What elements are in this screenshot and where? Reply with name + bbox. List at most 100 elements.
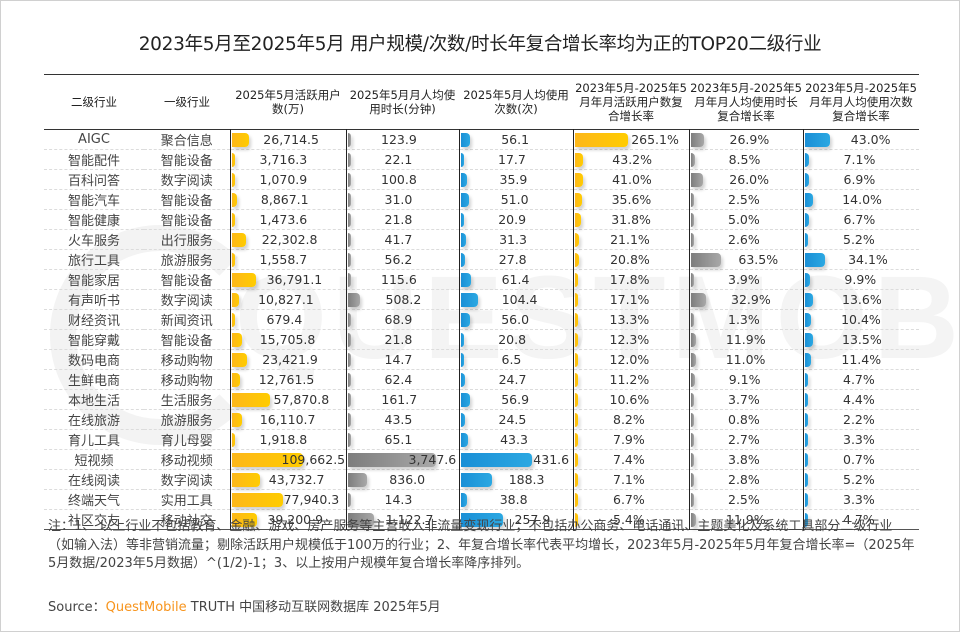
freq-cell: 35.9	[459, 169, 574, 190]
dur-cagr-cell: 2.5%	[689, 489, 804, 510]
top-industry-cell: 智能设备	[144, 209, 231, 230]
sub-industry-cell: 生鲜电商	[67, 374, 120, 389]
col-header: 2025年5月活跃用户数(万)	[235, 88, 341, 116]
data-bar	[804, 412, 808, 427]
sub-industry-cell: 智能配件	[67, 154, 120, 169]
mau-cell: 1,473.6	[230, 209, 347, 230]
freq-cell: 31.3	[459, 229, 574, 250]
data-bar	[574, 392, 578, 407]
data-bar	[574, 492, 578, 507]
table-row: 智能家居 智能设备 36,791.1 115.6 61.4 17.8% 3.9% 9.9%	[44, 269, 919, 290]
table-row: 火车服务 出行服务 22,302.8 41.7 31.3 21.1% 2.6% 5.2%	[44, 229, 919, 250]
data-bar	[574, 212, 581, 227]
dur-cell: 21.8	[346, 209, 460, 230]
dur-cagr-cell: 2.7%	[689, 429, 804, 450]
data-bar	[804, 392, 808, 407]
sub-industry-cell: 智能穿戴	[67, 334, 120, 349]
data-label: 77,940.3	[283, 491, 340, 507]
data-label: 35.9	[499, 171, 528, 187]
data-bar	[460, 352, 464, 367]
dur-cell: 100.8	[346, 169, 460, 190]
freq-cagr-cell: 4.7%	[803, 370, 919, 390]
table-row: 终端天气 实用工具 77,940.3 14.3 38.8 6.7% 2.5% 3.3%	[44, 489, 919, 510]
data-label: 12.3%	[609, 331, 650, 347]
data-label: 27.8	[498, 251, 527, 267]
mau-cell: 39,200.9	[230, 509, 347, 530]
freq-cagr-cell: 0.7%	[803, 450, 919, 470]
top-industry-cell: 实用工具	[144, 489, 231, 510]
mau-cagr-cell: 5.4%	[573, 509, 690, 530]
table-row: 在线阅读 数字阅读 43,732.7 836.0 188.3 7.1% 2.8% 5.2%	[44, 469, 919, 490]
data-bar	[347, 452, 436, 467]
table-row: 生鲜电商 移动购物 12,761.5 62.4 24.7 11.2% 9.1% 4.7%	[44, 369, 919, 390]
data-bar	[460, 132, 470, 147]
data-label: 51.0	[500, 191, 529, 207]
data-bar	[231, 252, 235, 267]
data-label: 5.2%	[843, 231, 875, 247]
mau-cagr-cell: 20.8%	[573, 249, 690, 270]
data-bar	[574, 172, 583, 187]
data-bar	[231, 292, 239, 307]
data-label: 41.7	[384, 231, 413, 247]
dur-cell: 21.8	[346, 329, 460, 350]
table-row: 财经资讯 新闻资讯 679.4 68.9 56.0 13.3% 1.3% 10.4%	[44, 309, 919, 330]
freq-cell: 431.6	[459, 449, 574, 470]
data-label: 63.5%	[738, 251, 779, 267]
data-label: 26.0%	[729, 171, 770, 187]
dur-cagr-cell: 1.3%	[689, 309, 804, 330]
data-label: 15,705.8	[259, 331, 316, 347]
data-bar	[460, 312, 470, 327]
data-bar	[804, 432, 808, 447]
top-industry-cell: 数字阅读	[144, 289, 231, 310]
dur-cagr-cell: 3.8%	[689, 449, 804, 470]
freq-cagr-cell: 7.1%	[803, 150, 919, 170]
data-label: 257.9	[514, 511, 551, 527]
data-bar	[460, 332, 464, 347]
dur-cagr-cell: 3.7%	[689, 389, 804, 410]
data-bar	[690, 492, 694, 507]
top-industry-cell: 移动购物	[144, 369, 231, 390]
data-label: 20.8%	[610, 251, 650, 267]
freq-cell: 257.9	[459, 509, 574, 530]
table-row: 在线旅游 旅游服务 16,110.7 43.5 24.5 8.2% 0.8% 2.2%	[44, 409, 919, 430]
data-bar	[574, 192, 582, 207]
top-industry-cell: 旅游服务	[144, 249, 231, 270]
data-bar	[460, 272, 471, 287]
freq-cagr-cell: 6.7%	[803, 210, 919, 230]
data-label: 39,200.9	[267, 511, 324, 527]
data-bar	[347, 212, 351, 227]
data-label: 43.3	[500, 431, 528, 447]
data-bar	[574, 432, 578, 447]
freq-cell: 56.1	[459, 129, 574, 150]
data-bar	[460, 512, 504, 527]
data-bar	[574, 232, 579, 247]
data-bar	[690, 472, 694, 487]
freq-cagr-cell: 2.2%	[803, 410, 919, 430]
top-industry-cell: 生活服务	[144, 389, 231, 410]
data-label: 13.6%	[842, 291, 882, 307]
dur-cagr-cell: 26.0%	[689, 169, 804, 190]
dur-cell: 41.7	[346, 229, 460, 250]
data-bar	[347, 172, 351, 187]
table-row: 百科问答 数字阅读 1,070.9 100.8 35.9 41.0% 26.0% 6.9%	[44, 169, 919, 190]
mau-cell: 12,761.5	[230, 369, 347, 390]
mau-cell: 36,791.1	[230, 269, 347, 290]
data-bar	[804, 372, 808, 387]
table-row: 智能穿戴 智能设备 15,705.8 21.8 20.8 12.3% 11.9% 13.5%	[44, 329, 919, 350]
data-bar	[574, 292, 578, 307]
data-bar	[690, 232, 694, 247]
data-bar	[804, 252, 825, 267]
freq-cell: 24.7	[459, 369, 574, 390]
freq-cagr-cell: 34.1%	[803, 250, 919, 270]
data-label: 10.6%	[609, 391, 650, 407]
data-bar	[231, 372, 240, 387]
data-label: 56.0	[501, 311, 530, 327]
freq-cagr-cell: 14.0%	[803, 190, 919, 210]
sub-industry-cell: 终端天气	[67, 494, 120, 509]
header-row: 二级行业 一级行业 2025年5月活跃用户数(万) 2025年5月月人均使用时长…	[44, 74, 919, 130]
freq-cagr-cell: 4.4%	[803, 390, 919, 410]
data-bar	[460, 492, 467, 507]
sub-industry-cell: 本地生活	[67, 394, 120, 409]
mau-cell: 8,867.1	[230, 189, 347, 210]
data-bar	[690, 132, 704, 147]
